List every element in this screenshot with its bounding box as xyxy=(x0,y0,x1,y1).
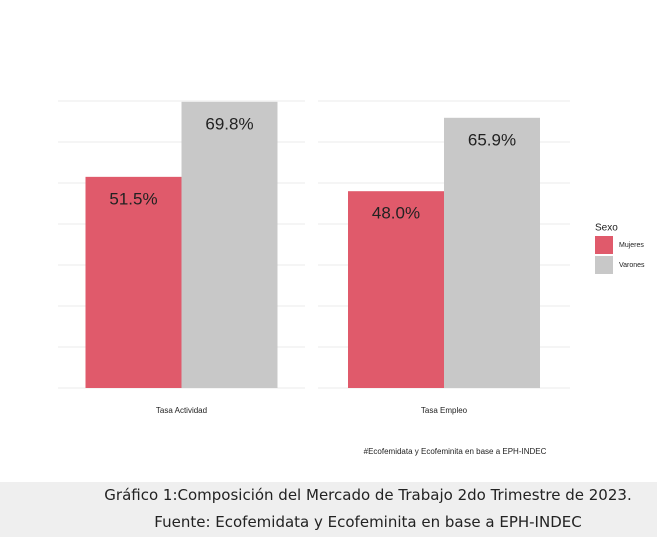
value-label: 69.8% xyxy=(205,114,253,133)
legend-swatch xyxy=(595,256,613,274)
bar xyxy=(85,176,182,388)
x-tick-label: Tasa Empleo xyxy=(421,406,468,415)
value-label: 51.5% xyxy=(109,189,157,208)
x-tick-label: Tasa Actividad xyxy=(156,406,207,415)
bar xyxy=(181,101,278,388)
legend-title: Sexo xyxy=(595,223,618,234)
caption-band xyxy=(0,482,657,537)
figure-caption: Gráfico 1:Composición del Mercado de Tra… xyxy=(104,486,632,531)
value-label: 65.9% xyxy=(468,130,516,149)
chart-caption: #Ecofemidata y Ecofeminita en base a EPH… xyxy=(364,447,547,456)
chart: #Ecofemidata y Ecofeminita en base a EPH… xyxy=(58,100,645,456)
value-label: 48.0% xyxy=(372,204,420,223)
bar xyxy=(348,191,444,388)
bar xyxy=(444,117,540,388)
legend-swatch xyxy=(595,236,613,254)
legend-label: Varones xyxy=(619,262,645,269)
legend-label: Mujeres xyxy=(619,242,644,249)
